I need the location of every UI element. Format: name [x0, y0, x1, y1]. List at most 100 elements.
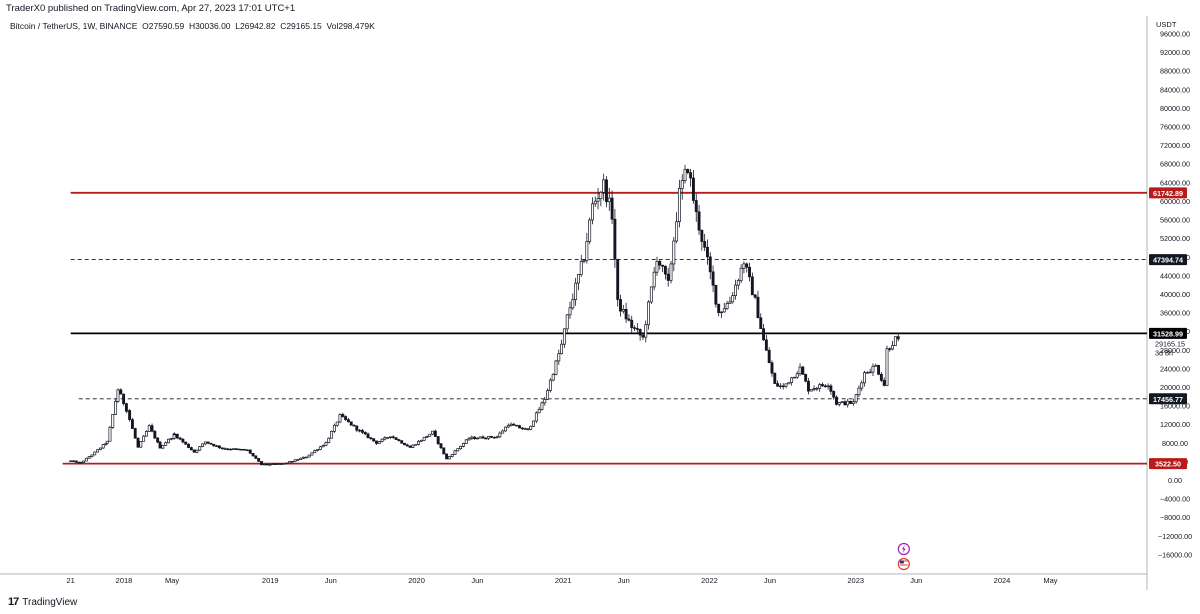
- candle-body: [697, 211, 701, 231]
- time-tick-label: Jun: [764, 576, 776, 585]
- candle-body: [526, 428, 530, 430]
- candle-body: [142, 435, 146, 442]
- candle-body: [175, 433, 179, 439]
- horizontal-levels[interactable]: 61742.89 47394.74 31528.99 17456.77 3522.50: [62, 187, 1187, 470]
- candle-body: [72, 460, 75, 462]
- candle-body: [184, 441, 188, 445]
- candle-body: [543, 399, 547, 404]
- candle-body: [809, 389, 813, 392]
- candle-body: [515, 424, 519, 427]
- candle-body: [736, 280, 740, 286]
- candle-body: [473, 436, 477, 440]
- tradingview-logo-icon: 17: [8, 596, 19, 608]
- candle-body: [748, 266, 751, 278]
- candle-body: [125, 410, 129, 412]
- price-axis: −16000.00 −12000.00 −8000.00 −4000.00 0.00 40…: [1158, 30, 1192, 560]
- candle-body: [893, 336, 897, 346]
- close-value: 29165.15: [286, 21, 322, 31]
- candle-body: [237, 448, 241, 451]
- candle-body: [453, 450, 457, 455]
- level-price-tag: [1149, 254, 1187, 266]
- time-tick-label: 2024: [994, 576, 1011, 585]
- candle-body: [318, 446, 322, 450]
- candle-body: [464, 439, 468, 444]
- candle-body: [124, 403, 128, 412]
- candle-body: [139, 441, 143, 448]
- candle-body: [192, 449, 196, 453]
- time-axis[interactable]: 21 2018 May 2019 Jun 2020 Jun 2021 Jun 2022 Jun 202…: [67, 576, 1058, 585]
- candle-body: [203, 441, 207, 445]
- candle-body: [540, 402, 544, 410]
- candle-body: [234, 448, 238, 450]
- candle-body: [560, 343, 564, 354]
- candle-body: [694, 200, 698, 213]
- event-icons[interactable]: [897, 542, 910, 571]
- candle-body: [593, 200, 597, 205]
- candle-body: [666, 273, 670, 281]
- candle-body: [798, 366, 802, 375]
- candle-body: [282, 463, 286, 465]
- candle-body: [562, 328, 566, 345]
- level-price-label: 47394.74: [1153, 256, 1183, 265]
- candle-body: [248, 449, 252, 454]
- candle-body: [439, 443, 443, 449]
- candle-body: [882, 380, 886, 386]
- candle-body: [111, 413, 115, 428]
- candle-body: [299, 457, 303, 460]
- price-tick-label: 72000.00: [1160, 141, 1190, 150]
- candle-body: [815, 387, 819, 390]
- candle-body: [627, 318, 631, 321]
- candle-body: [633, 327, 636, 329]
- lightning-event-icon[interactable]: [897, 542, 910, 556]
- candle-body: [158, 441, 162, 449]
- candle-body: [87, 456, 91, 459]
- candle-body: [240, 448, 244, 451]
- candle-body: [891, 345, 895, 350]
- candle-body: [212, 443, 216, 447]
- candle-body: [116, 389, 120, 402]
- time-tick-label: 21: [67, 576, 75, 585]
- candle-body: [565, 314, 569, 330]
- candle-body: [792, 376, 796, 379]
- candle-body: [767, 349, 771, 364]
- candle-body: [826, 385, 830, 388]
- candle-body: [405, 444, 409, 447]
- candle-body: [274, 463, 277, 465]
- publisher-bar: TraderX0 published on TradingView.com, A…: [0, 0, 1200, 16]
- candle-body: [557, 353, 561, 362]
- candle-body: [436, 436, 440, 445]
- candle-body: [422, 436, 426, 441]
- us-flag-event-icon[interactable]: [897, 557, 910, 571]
- time-tick-label: May: [1043, 576, 1057, 585]
- candle-body: [714, 284, 718, 305]
- candle-body: [84, 457, 88, 462]
- price-tick-label: −12000.00: [1158, 532, 1192, 541]
- candle-body: [302, 456, 305, 459]
- candle-body: [706, 246, 709, 258]
- low-label: L: [235, 21, 240, 31]
- price-tick-label: 60000.00: [1160, 197, 1190, 206]
- time-tick-label: 2022: [701, 576, 718, 585]
- candle-body: [223, 448, 227, 450]
- candle-body: [74, 460, 78, 463]
- low-value: 26942.82: [240, 21, 276, 31]
- candle-body: [764, 339, 768, 351]
- time-tick-label: Jun: [471, 576, 483, 585]
- candle-body: [896, 336, 900, 340]
- tradingview-footer[interactable]: 17 TradingView: [8, 596, 77, 608]
- price-tick-label: 20000.00: [1160, 383, 1190, 392]
- price-tick-label: −4000.00: [1160, 495, 1190, 504]
- candle-body: [725, 303, 729, 310]
- candle-body: [501, 430, 505, 434]
- candle-body: [355, 425, 359, 431]
- candle-body: [93, 451, 97, 456]
- candle-body: [871, 365, 875, 373]
- high-label: H: [188, 21, 196, 31]
- candle-body: [394, 437, 398, 440]
- candle-body: [669, 263, 673, 281]
- candle-body: [790, 377, 794, 384]
- symbol-name: Bitcoin / TetherUS, 1W, BINANCE: [10, 21, 138, 31]
- candle-body: [818, 384, 822, 389]
- candle-body: [689, 172, 693, 179]
